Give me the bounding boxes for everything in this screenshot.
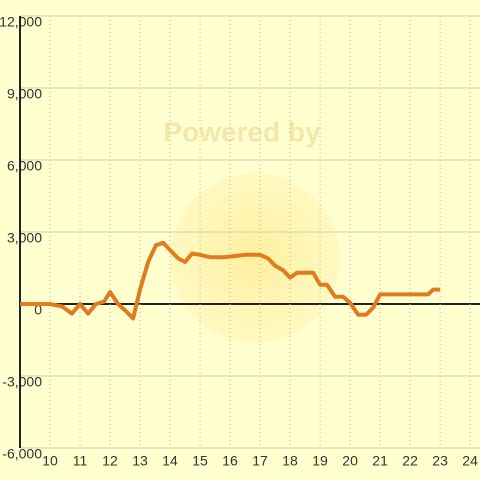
y-tick-label: 3,000 (7, 230, 42, 246)
x-tick-label: 21 (372, 453, 388, 469)
x-tick-label: 14 (162, 453, 178, 469)
y-tick-label: 9,000 (7, 86, 42, 102)
watermark: Powered by (163, 116, 321, 147)
x-tick-label: 10 (42, 453, 58, 469)
x-tick-label: 19 (312, 453, 328, 469)
x-tick-label: 13 (132, 453, 148, 469)
x-tick-label: 16 (222, 453, 238, 469)
y-tick-label: -3,000 (2, 374, 42, 390)
y-tick-label: 0 (34, 302, 42, 318)
y-tick-label: 12,000 (0, 14, 42, 30)
x-tick-label: 17 (252, 453, 268, 469)
y-tick-label: -6,000 (2, 446, 42, 462)
x-tick-label: 15 (192, 453, 208, 469)
watermark-logo (170, 173, 340, 343)
x-tick-label: 23 (432, 453, 448, 469)
y-tick-label: 6,000 (7, 158, 42, 174)
x-tick-label: 11 (73, 453, 88, 469)
line-series (20, 240, 441, 321)
x-tick-label: 20 (342, 453, 358, 469)
x-tick-label: 12 (102, 453, 118, 469)
x-tick-label: 24 (462, 453, 478, 469)
x-tick-label: 22 (402, 453, 418, 469)
x-tick-label: 18 (282, 453, 298, 469)
